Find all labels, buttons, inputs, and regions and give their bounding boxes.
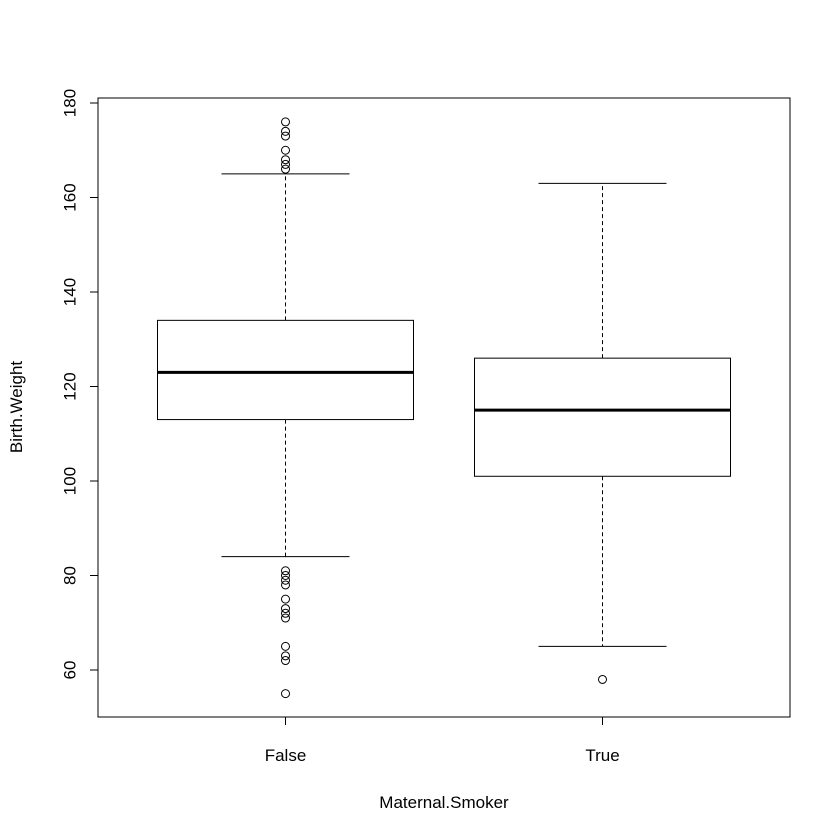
outlier-point [281, 656, 290, 666]
y-tick-label: 100 [61, 467, 80, 495]
box-false [157, 117, 414, 699]
iqr-box [157, 319, 414, 421]
x-axis-title: Maternal.Smoker [379, 793, 509, 812]
outlier-point [281, 155, 290, 165]
x-tick-label: True [585, 746, 619, 765]
outlier-point [598, 674, 607, 684]
outlier-point [281, 613, 290, 623]
outlier-point [281, 145, 290, 155]
iqr-box [474, 357, 731, 477]
box-true [474, 182, 731, 684]
outlier-point [281, 159, 290, 169]
outlier-point [281, 575, 290, 585]
y-tick-label: 120 [61, 372, 80, 400]
outlier-point [281, 117, 290, 127]
y-axis: 60 80 100 120 140 160 180 [61, 89, 99, 680]
x-tick-label: False [265, 746, 307, 765]
outlier-point [281, 131, 290, 141]
outlier-point [281, 641, 290, 651]
outlier-point [281, 608, 290, 618]
y-tick-label: 140 [61, 278, 80, 306]
y-tick-label: 80 [61, 566, 80, 585]
outlier-point [281, 689, 290, 699]
y-tick-label: 180 [61, 89, 80, 117]
y-tick-label: 160 [61, 183, 80, 211]
outlier-point [281, 566, 290, 576]
outlier-point [281, 651, 290, 661]
outlier-point [281, 594, 290, 604]
box-series [157, 117, 731, 699]
y-tick-label: 60 [61, 661, 80, 680]
outlier-point [281, 164, 290, 174]
outlier-point [281, 604, 290, 614]
x-axis: False True [265, 716, 620, 765]
y-axis-title: Birth.Weight [7, 361, 26, 454]
outlier-point [281, 571, 290, 580]
outlier-point [281, 580, 290, 590]
outlier-point [281, 126, 290, 136]
